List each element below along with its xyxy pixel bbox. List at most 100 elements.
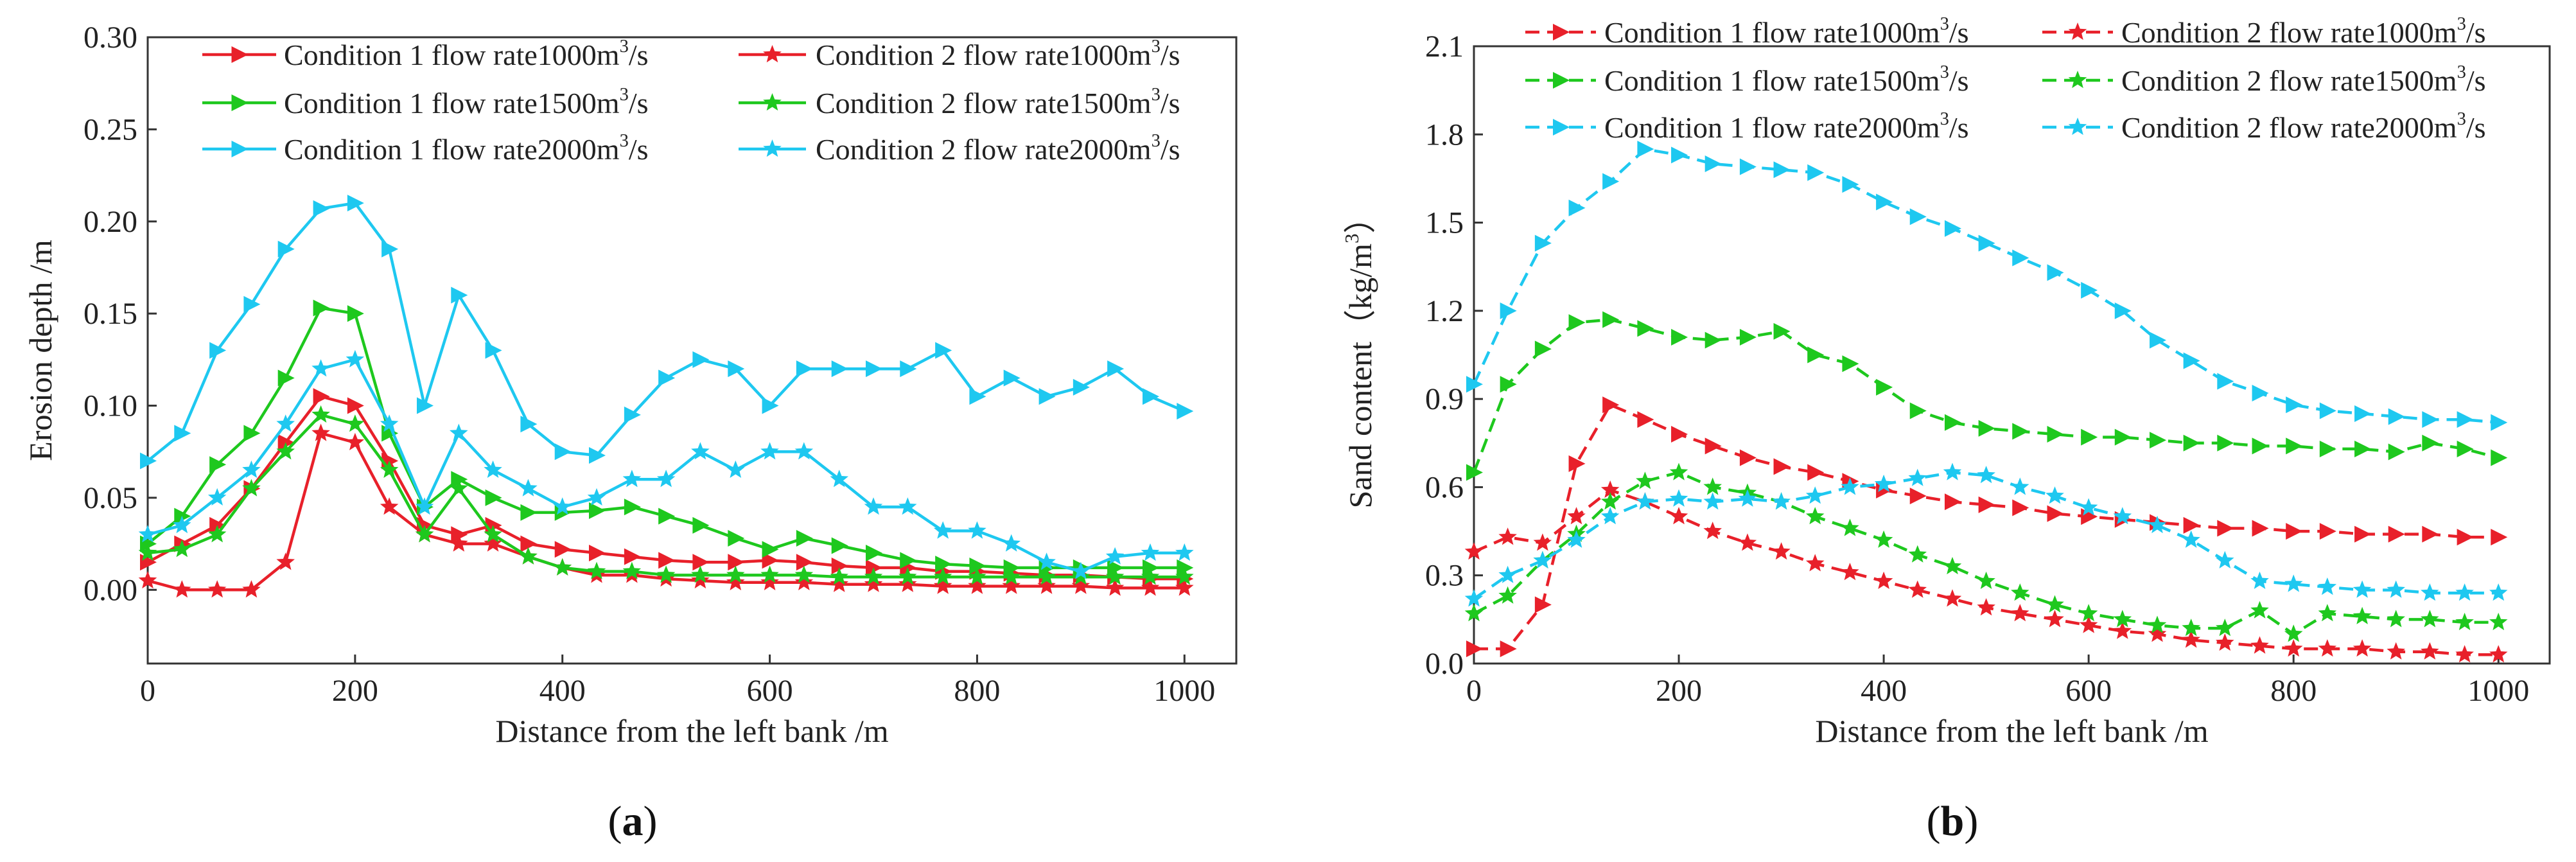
data-point [1703,477,1722,495]
data-point [451,526,468,543]
data-point [209,456,227,473]
x-tick-label: 1000 [1153,674,1215,708]
series-6 [1464,462,2508,607]
legend-label: Condition 2 flow rate2000m3/s [2121,109,2486,144]
data-point [209,516,227,534]
data-point [554,541,572,558]
y-tick-label: 0.6 [1425,470,1464,504]
data-point [864,497,883,515]
data-point [173,515,191,534]
data-point [1703,522,1722,540]
data-point [347,305,364,322]
x-tick-label: 600 [2065,674,2112,708]
data-point [2319,440,2336,457]
series-6 [138,349,1194,579]
data-point [588,544,606,561]
data-point [2046,610,2064,628]
legend-marker [231,141,249,157]
data-point [2148,515,2167,534]
data-point [831,360,848,378]
data-point [381,240,399,258]
data-point [485,342,502,359]
data-point [276,552,295,570]
data-point [1600,480,1620,498]
y-tick-label: 1.2 [1425,294,1464,328]
data-point [2455,645,2474,663]
series-1 [1466,396,2508,658]
data-point [1978,234,1995,252]
data-point [1909,402,1927,419]
data-point [2318,639,2337,657]
data-point [933,521,952,539]
data-point [2491,449,2508,466]
x-axis-label: Distance from the left bank /m [1815,713,2208,749]
y-tick-label: 0.3 [1425,559,1464,593]
data-point [624,406,641,423]
data-point [1704,155,1722,173]
data-point [1464,589,1484,607]
data-point [2113,621,2132,639]
data-point [1874,474,1893,492]
data-point [1704,437,1722,455]
data-point [2148,624,2167,642]
x-tick-label: 0 [1466,674,1482,708]
data-point [2216,619,2234,637]
data-point [1909,488,1927,505]
data-point [1773,322,1791,340]
data-point [2491,414,2508,431]
data-point [1874,571,1893,589]
legend-label: Condition 2 flow rate1500m3/s [2121,62,2486,97]
data-point [2011,477,2029,495]
data-point [968,521,986,539]
data-point [2318,577,2337,595]
data-point [1105,578,1125,596]
data-point [1977,571,1995,589]
data-point [830,567,848,585]
legend-marker [2068,71,2087,89]
data-point [656,565,676,583]
legend-marker [1553,72,1570,89]
data-point [762,552,779,569]
data-point [1175,543,1194,561]
data-point [1175,567,1194,585]
data-point [415,525,434,543]
data-point [1944,220,1961,237]
y-tick-label: 0.15 [83,297,137,331]
data-point [1533,533,1552,551]
data-point [1533,550,1552,568]
chart-panel-b: 0 200 400 600 800 1000 0.0 0.3 0.6 0.9 1.2 1.5 1.8 2.… [1340,14,2551,845]
data-point [415,497,434,515]
data-point [1071,567,1091,585]
data-point [726,565,745,583]
data-point [2387,642,2405,660]
data-point [209,342,227,359]
data-point [1073,378,1090,396]
data-point [658,369,676,387]
data-point [1143,388,1160,405]
legend-label: Condition 2 flow rate2000m3/s [816,131,1180,166]
data-point [1037,552,1056,570]
data-point [2252,437,2269,455]
series-line [1472,147,2499,425]
data-point [691,442,710,460]
data-point [691,571,710,589]
data-point [173,580,191,598]
data-point [2081,428,2098,446]
data-point [762,541,779,558]
series-4 [1464,462,2508,642]
data-point [553,558,572,576]
data-point [1874,530,1893,548]
data-point [1500,640,1517,658]
data-point [138,571,157,589]
data-point [451,286,468,304]
data-point [1500,302,1517,319]
data-point [2182,530,2200,548]
data-point [728,554,745,571]
panel-caption: (a) [608,798,658,845]
data-point [2354,405,2372,423]
data-point [692,516,710,534]
data-point [898,567,917,585]
data-point [484,534,502,552]
data-point [1637,411,1654,428]
data-point [1739,158,1757,175]
